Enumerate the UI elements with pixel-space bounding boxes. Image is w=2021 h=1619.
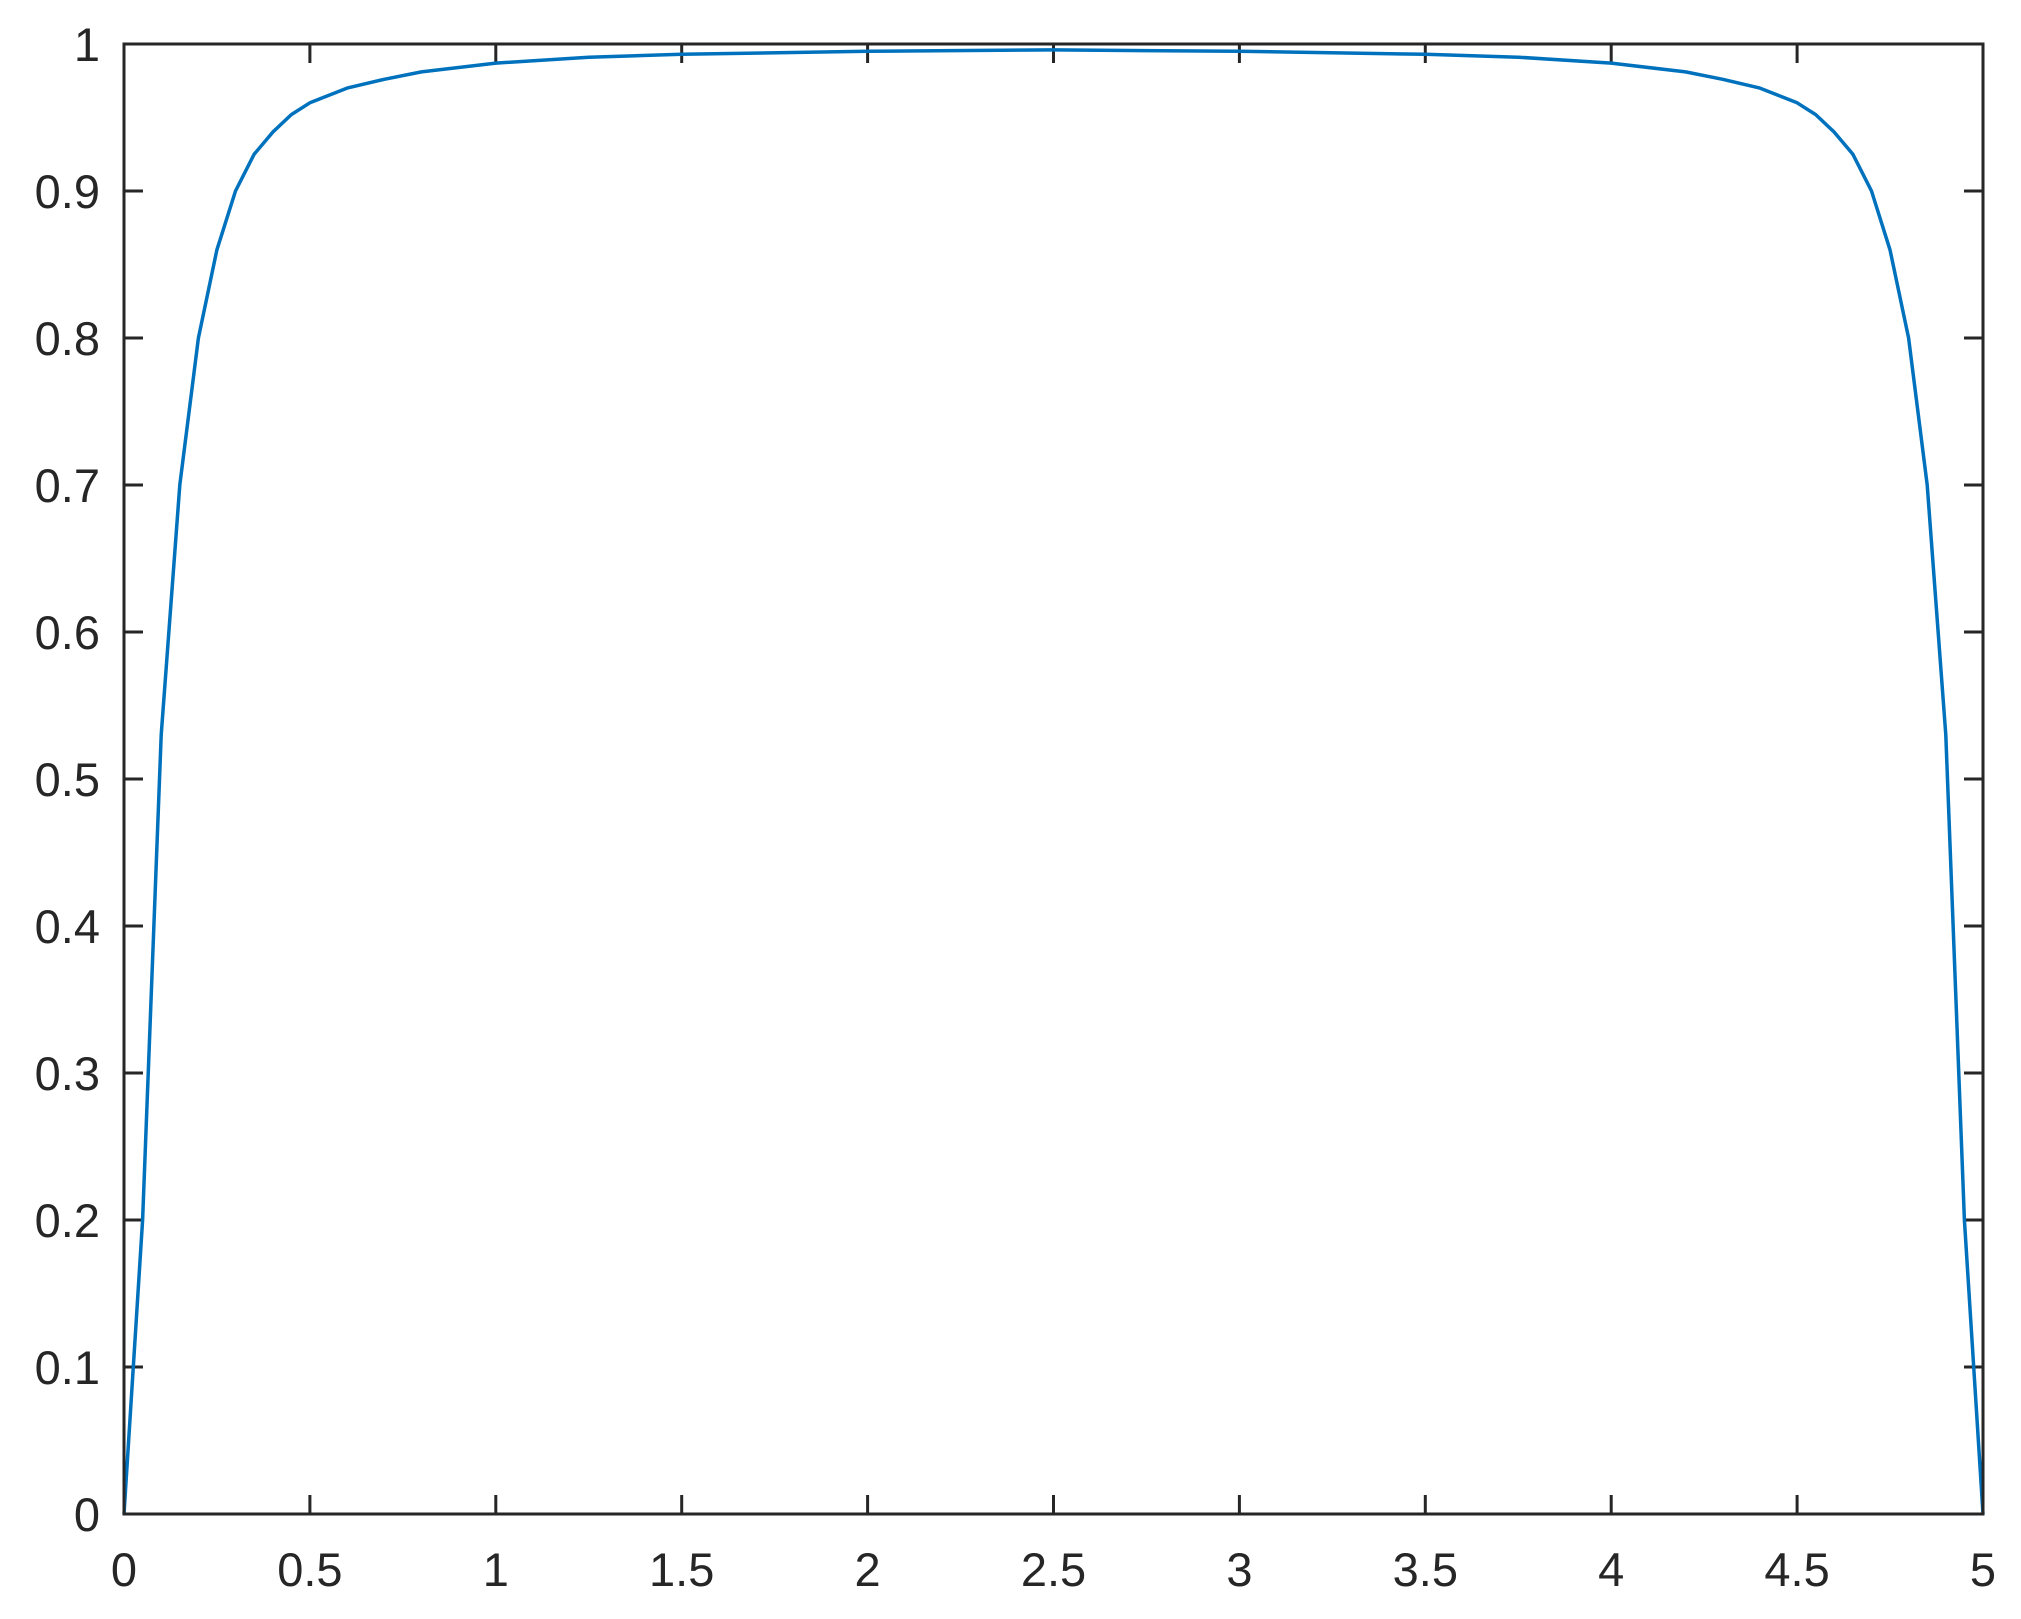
y-tick-label: 0.5 xyxy=(35,753,100,806)
x-tick-label: 3 xyxy=(1226,1543,1252,1596)
x-tick-label: 2.5 xyxy=(1021,1543,1086,1596)
x-tick-label: 0 xyxy=(111,1543,137,1596)
x-tick-label: 1.5 xyxy=(649,1543,714,1596)
y-tick-label: 0.9 xyxy=(35,165,100,218)
x-tick-label: 4.5 xyxy=(1764,1543,1829,1596)
x-tick-label: 0.5 xyxy=(277,1543,342,1596)
y-tick-label: 1 xyxy=(74,18,100,71)
y-tick-label: 0.1 xyxy=(35,1341,100,1394)
x-tick-label: 5 xyxy=(1970,1543,1996,1596)
y-tick-label: 0.7 xyxy=(35,459,100,512)
y-tick-label: 0.4 xyxy=(35,900,100,953)
y-tick-label: 0.8 xyxy=(35,312,100,365)
y-tick-label: 0 xyxy=(74,1488,100,1541)
x-tick-label: 3.5 xyxy=(1393,1543,1458,1596)
x-tick-label: 2 xyxy=(855,1543,881,1596)
axes-box xyxy=(122,42,1985,1516)
y-tick-label: 0.2 xyxy=(35,1194,100,1247)
y-tick-label: 0.6 xyxy=(35,606,100,659)
y-tick-label: 0.3 xyxy=(35,1047,100,1100)
x-tick-label: 4 xyxy=(1598,1543,1624,1596)
x-tick-label: 1 xyxy=(483,1543,509,1596)
series-line xyxy=(122,48,1985,1515)
